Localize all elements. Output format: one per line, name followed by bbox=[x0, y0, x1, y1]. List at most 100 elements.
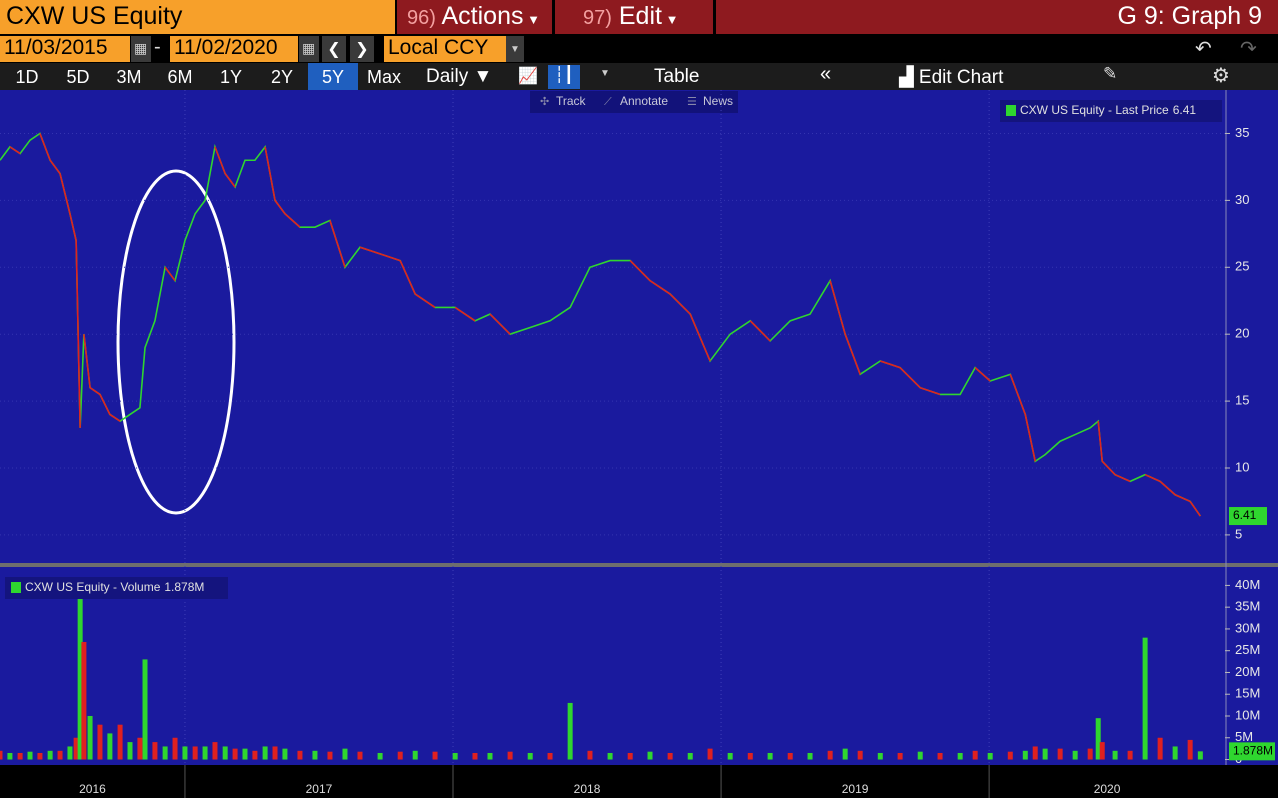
period-button[interactable]: 5Y bbox=[308, 63, 358, 90]
period-bar: 1D 5D 3M 6M 1Y 2Y 5Y Max bbox=[0, 63, 1278, 90]
volume-bar bbox=[432, 751, 438, 760]
undo-button[interactable]: ↶ bbox=[1195, 38, 1212, 60]
bar-icon[interactable]: ┆┃ bbox=[548, 65, 580, 89]
down-segment bbox=[284, 213, 301, 228]
menu-number: 97) bbox=[583, 7, 612, 29]
volume-bar bbox=[377, 752, 383, 760]
legend-label: CXW US Equity - Last Price bbox=[1020, 103, 1169, 117]
volume-bar bbox=[397, 751, 403, 760]
line-icon[interactable]: 📈 bbox=[518, 68, 538, 85]
frequency[interactable]: Daily ▼ bbox=[420, 63, 510, 90]
volume-bar bbox=[727, 752, 733, 760]
volume-bar bbox=[222, 746, 228, 760]
y-tick-label: 15M bbox=[1235, 686, 1260, 701]
period-button[interactable]: 1D bbox=[15, 67, 39, 87]
menu-label: Actions bbox=[441, 2, 524, 30]
down-segment bbox=[1009, 374, 1027, 415]
volume-bar bbox=[747, 752, 753, 760]
down-segment bbox=[974, 367, 991, 382]
volume-bar bbox=[357, 751, 363, 760]
period-button[interactable]: 3M bbox=[116, 67, 142, 87]
period-button[interactable]: 1Y bbox=[219, 67, 243, 87]
currency[interactable]: Local CCY bbox=[384, 36, 506, 62]
volume-bar bbox=[842, 748, 848, 760]
volume-bar bbox=[1142, 637, 1148, 760]
ticker-box[interactable]: CXW US Equity bbox=[0, 0, 395, 34]
next-button[interactable]: ❯ bbox=[350, 36, 374, 62]
volume-bar bbox=[827, 750, 833, 760]
volume-bar bbox=[192, 746, 198, 760]
volume-bar bbox=[917, 751, 923, 760]
volume-bar bbox=[547, 752, 553, 760]
volume-bar bbox=[117, 724, 123, 760]
volume-bar bbox=[1022, 750, 1028, 760]
y-tick-label: 10M bbox=[1235, 707, 1260, 722]
down-segment bbox=[880, 360, 901, 369]
period-button[interactable]: 6M bbox=[167, 67, 193, 87]
annotate-icon[interactable]: ✎ bbox=[1103, 64, 1118, 83]
volume-bar bbox=[262, 746, 268, 760]
volume-bar bbox=[27, 751, 33, 760]
volume-bar bbox=[297, 750, 303, 760]
volume-bar bbox=[137, 737, 143, 760]
legend-value: 1.878M bbox=[164, 580, 204, 594]
volume-bar bbox=[312, 750, 318, 760]
volume-bar bbox=[1099, 742, 1105, 760]
volume-bar bbox=[1032, 746, 1038, 760]
down-segment bbox=[489, 313, 511, 335]
volume-bar bbox=[97, 724, 103, 760]
y-tick-label: 5M bbox=[1235, 729, 1253, 744]
start-date[interactable]: 11/03/2015 bbox=[0, 36, 130, 62]
down-segment bbox=[69, 213, 77, 241]
volume-bar bbox=[232, 748, 238, 760]
graph-title: G 9: Graph 9 bbox=[1117, 2, 1262, 30]
calendar-icon[interactable]: ▦ bbox=[131, 36, 151, 62]
currency-dropdown[interactable]: ▼ bbox=[506, 36, 524, 62]
edit-menu[interactable]: 97) Edit ▼ bbox=[555, 0, 713, 34]
volume-bar bbox=[1187, 739, 1193, 760]
tool-icon: ⟋ bbox=[604, 96, 612, 108]
prev-button[interactable]: ❮ bbox=[322, 36, 346, 62]
down-segment bbox=[1114, 473, 1131, 483]
table-button[interactable]: Table bbox=[632, 63, 732, 90]
volume-bar bbox=[1095, 718, 1101, 760]
settings-icon[interactable]: ⚙ bbox=[1212, 65, 1230, 87]
x-tick-label: 2016 bbox=[79, 782, 106, 796]
edit-chart-text: Edit Chart bbox=[918, 67, 1004, 88]
volume-bar bbox=[57, 750, 63, 760]
redo-button[interactable]: ↷ bbox=[1240, 38, 1257, 60]
ticker: CXW US Equity bbox=[6, 2, 183, 30]
volume-bar bbox=[127, 742, 133, 760]
collapse-button[interactable]: « bbox=[820, 63, 832, 85]
volume-bar bbox=[242, 748, 248, 760]
down-segment bbox=[414, 293, 436, 309]
volume-bar bbox=[972, 750, 978, 760]
volume-bar bbox=[607, 752, 613, 760]
calendar-icon[interactable]: ▦ bbox=[299, 36, 319, 62]
volume-bar bbox=[527, 752, 533, 760]
volume-bar bbox=[1172, 746, 1178, 760]
legend-box bbox=[1000, 100, 1222, 122]
volume-bar bbox=[987, 752, 993, 760]
volume-bar bbox=[707, 748, 713, 760]
volume-bar bbox=[0, 750, 3, 760]
panel-divider bbox=[0, 563, 1278, 567]
date-text: 11/03/2015 bbox=[4, 36, 108, 59]
y-tick-label: 35M bbox=[1235, 599, 1260, 614]
chart-type-dropdown[interactable]: ▼ bbox=[600, 68, 610, 79]
down-segment bbox=[9, 146, 21, 155]
frequency-text: Daily ▼ bbox=[426, 66, 493, 87]
edit-chart-button[interactable]: ▟ Edit Chart bbox=[899, 67, 1004, 88]
period-button[interactable]: 2Y bbox=[270, 67, 294, 87]
actions-menu[interactable]: 96) Actions ▼ bbox=[397, 0, 552, 34]
y-tick-label: 30 bbox=[1235, 192, 1249, 207]
period-button[interactable]: Max bbox=[366, 67, 401, 87]
last-value-text: 1.878M bbox=[1233, 744, 1273, 758]
end-date[interactable]: 11/02/2020 bbox=[170, 36, 298, 62]
volume-bar bbox=[507, 751, 513, 760]
graph-title-bar: G 9: Graph 9 bbox=[716, 0, 1278, 34]
down-segment bbox=[89, 387, 101, 396]
volume-bar bbox=[282, 748, 288, 760]
period-button[interactable]: 5D bbox=[66, 67, 90, 87]
down-segment bbox=[899, 367, 921, 389]
